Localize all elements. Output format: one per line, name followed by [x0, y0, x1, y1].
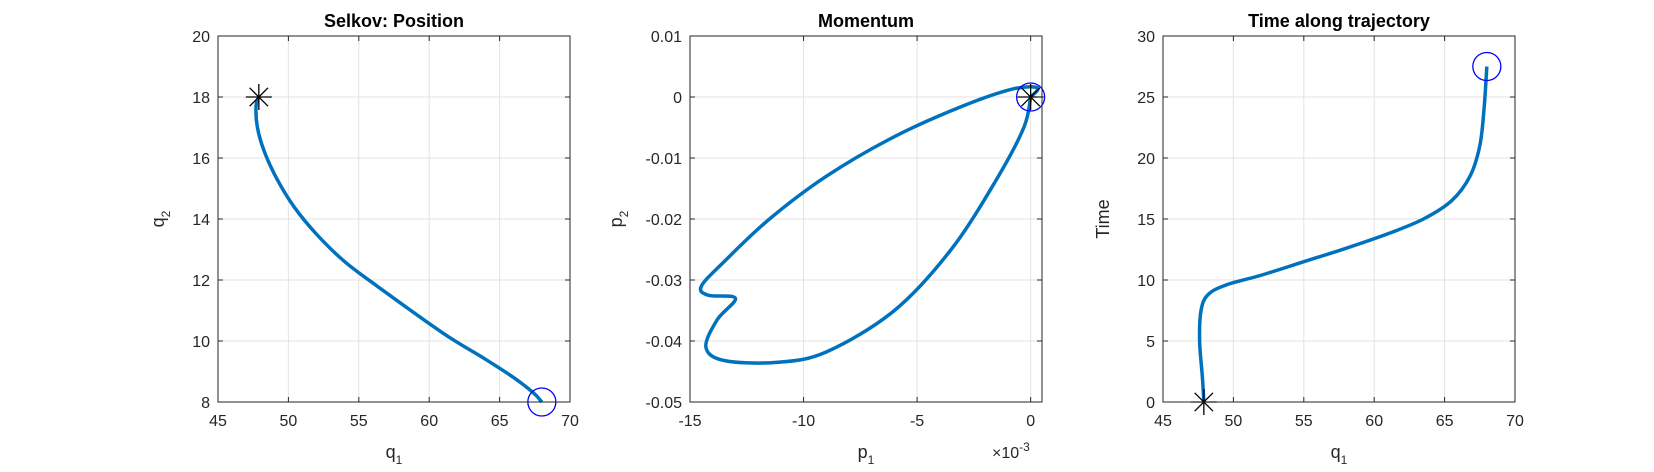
- x-tick-label: 70: [1506, 413, 1524, 430]
- y-axis-label: Time: [1093, 199, 1113, 238]
- y-tick-label: 0: [1146, 395, 1155, 412]
- x-tick-label: -10: [792, 413, 815, 430]
- chart-title: Selkov: Position: [324, 11, 464, 31]
- y-axis-label: p2: [606, 210, 631, 227]
- x-axis-label: p1: [858, 442, 875, 467]
- y-tick-label: 0: [673, 90, 682, 107]
- y-tick-label: 0.01: [651, 29, 682, 46]
- x-tick-label: 55: [1295, 413, 1313, 430]
- y-tick-label: 16: [192, 151, 210, 168]
- x-tick-label: 55: [350, 413, 368, 430]
- y-tick-label: 15: [1137, 212, 1155, 229]
- x-tick-label: 45: [209, 413, 227, 430]
- x-tick-label: 0: [1026, 413, 1035, 430]
- x-tick-label: 50: [280, 413, 298, 430]
- x-tick-label: 65: [1436, 413, 1454, 430]
- y-tick-label: 5: [1146, 334, 1155, 351]
- series-line-1: [698, 85, 1040, 365]
- series-line-1: [1197, 66, 1489, 403]
- series-line-1: [254, 96, 544, 404]
- x-axis-label: q1: [1331, 442, 1348, 467]
- y-tick-label: 10: [1137, 273, 1155, 290]
- y-tick-label: 25: [1137, 90, 1155, 107]
- x-tick-label: 60: [1365, 413, 1383, 430]
- chart-title: Momentum: [818, 11, 914, 31]
- y-tick-label: 20: [1137, 151, 1155, 168]
- x-tick-label: 60: [420, 413, 438, 430]
- x-tick-label: 45: [1154, 413, 1172, 430]
- x-tick-label: 50: [1225, 413, 1243, 430]
- y-tick-label: 10: [192, 334, 210, 351]
- y-tick-label: -0.02: [646, 212, 683, 229]
- chart-title: Time along trajectory: [1248, 11, 1430, 31]
- y-tick-label: 14: [192, 212, 210, 229]
- subplot-2: -15 -10 -5 0 -0.05 -0.04 -0.03 -0.02 -0.01 0 0.01 M…: [606, 11, 1046, 467]
- x-tick-label: 65: [491, 413, 509, 430]
- y-tick-label: 20: [192, 29, 210, 46]
- y-tick-label: -0.05: [646, 395, 683, 412]
- x-tick-label: -15: [678, 413, 701, 430]
- subplot-1: 45 50 55 60 65 70 8 10 12 14 16 18 20 Selkov: Positio…: [148, 11, 579, 467]
- x-tick-label: -5: [910, 413, 924, 430]
- end-marker-circle: [1015, 82, 1046, 112]
- y-tick-label: -0.04: [646, 334, 683, 351]
- y-tick-label: 18: [192, 90, 210, 107]
- x-axis-label: q1: [386, 442, 403, 467]
- y-tick-label: 8: [201, 395, 210, 412]
- end-marker-circle: [1472, 51, 1502, 82]
- x-axis-exponent: ×10-3: [992, 440, 1030, 462]
- y-tick-label: -0.03: [646, 273, 683, 290]
- subplot-3: 45 50 55 60 65 70 0 5 10 15 20 25 30 Time along traje…: [1093, 11, 1524, 467]
- y-tick-label: 12: [192, 273, 210, 290]
- y-axis-label: q2: [148, 210, 173, 227]
- y-tick-label: 30: [1137, 29, 1155, 46]
- x-tick-label: 70: [561, 413, 579, 430]
- y-tick-label: -0.01: [646, 151, 683, 168]
- start-marker-asterisk: [245, 84, 272, 110]
